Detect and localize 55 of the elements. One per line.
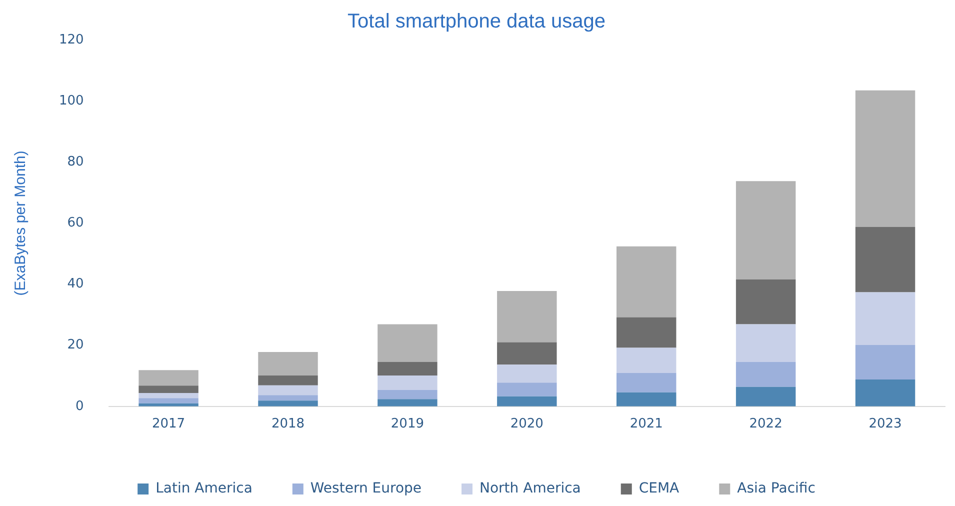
bar — [616, 246, 676, 318]
bar — [138, 370, 198, 386]
y-tick-label: 0 — [76, 398, 84, 414]
bar — [497, 342, 557, 365]
bar — [138, 398, 198, 404]
bar — [736, 324, 796, 362]
bar — [138, 392, 198, 398]
bar — [855, 226, 916, 292]
bar — [736, 279, 796, 324]
x-tick-label: 2019 — [390, 416, 424, 432]
bar — [497, 290, 557, 342]
bar — [258, 352, 318, 376]
bar — [736, 386, 796, 406]
bar — [855, 292, 916, 346]
x-tick-label: 2020 — [510, 416, 544, 432]
legend-label: Latin America — [156, 480, 252, 497]
bar — [736, 181, 796, 280]
bar — [736, 362, 796, 387]
y-tick-label: 80 — [67, 154, 84, 170]
bar — [258, 395, 318, 401]
bar — [616, 392, 676, 406]
bar — [378, 324, 438, 362]
y-tick-label: 40 — [67, 276, 84, 292]
y-tick-label: 120 — [58, 32, 84, 48]
bar — [378, 390, 438, 400]
legend-label: CEMA — [638, 480, 680, 497]
legend-label: North America — [480, 480, 581, 497]
bar — [378, 376, 438, 390]
y-tick-label: 100 — [58, 93, 84, 108]
bar — [497, 382, 557, 396]
bar — [616, 348, 676, 373]
bar — [138, 386, 198, 393]
x-tick-label: 2021 — [630, 416, 663, 432]
bar — [378, 399, 438, 406]
bar — [855, 345, 916, 380]
bar — [616, 372, 676, 392]
bar — [616, 317, 676, 348]
x-tick-label: 2022 — [749, 416, 782, 432]
bar — [258, 385, 318, 396]
x-tick-label: 2017 — [152, 416, 186, 432]
x-tick-label: 2023 — [868, 416, 902, 432]
y-axis-title: (ExaBytes per Month) — [12, 150, 30, 296]
legend-label: Western Europe — [310, 480, 422, 497]
y-tick-label: 20 — [67, 338, 84, 353]
y-tick-label: 60 — [67, 216, 84, 231]
bar — [855, 380, 916, 406]
bar — [855, 90, 916, 227]
bar — [378, 362, 438, 376]
bar — [258, 400, 318, 406]
chart-title: Total smartphone data usage — [348, 10, 606, 33]
legend-label: Asia Pacific — [737, 480, 816, 497]
bar — [497, 364, 557, 383]
x-tick-label: 2018 — [271, 416, 305, 432]
bar — [258, 376, 318, 386]
bar — [497, 396, 557, 406]
